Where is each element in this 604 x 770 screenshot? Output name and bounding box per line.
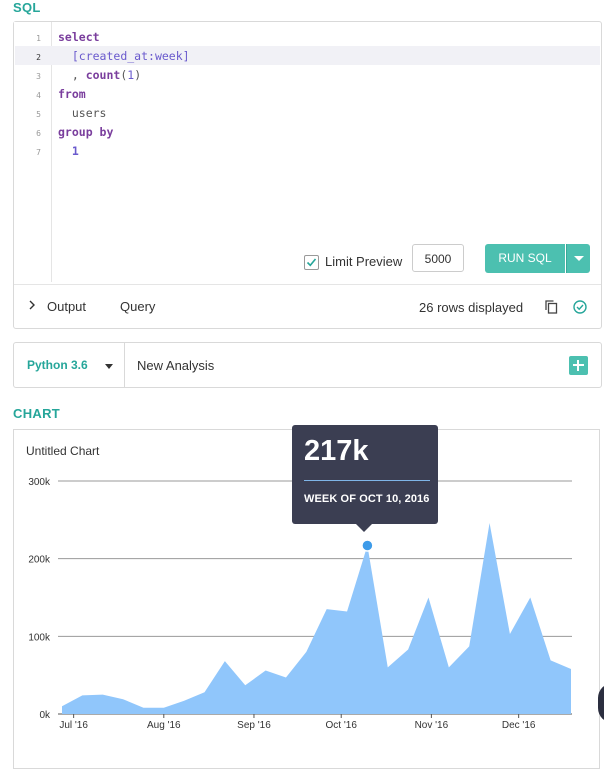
line-number: 2 (36, 53, 41, 62)
line-number: 6 (36, 129, 41, 138)
help-widget[interactable] (598, 683, 604, 723)
line-number: 1 (36, 34, 41, 43)
active-line-highlight (15, 46, 600, 65)
tooltip-label: WEEK OF OCT 10, 2016 (304, 493, 430, 505)
x-tick-label: Sep '16 (237, 720, 271, 731)
line-number: 3 (36, 72, 41, 81)
copy-icon[interactable] (545, 300, 558, 319)
chart-section-title: CHART (13, 406, 60, 421)
x-tick-label: Oct '16 (326, 720, 358, 731)
sql-footer: Output Query 26 rows displayed (14, 284, 601, 329)
code-line[interactable]: from (58, 87, 86, 101)
query-tab[interactable]: Query (120, 299, 156, 314)
check-circle-icon (573, 300, 587, 319)
tooltip-divider (304, 480, 430, 481)
code-line[interactable]: select (58, 30, 100, 44)
x-tick-label: Dec '16 (502, 720, 536, 731)
chart-plot: 0k 100k 200k 300k Jul '16 Aug '16 Sep '16 Oct '… (28, 477, 572, 731)
code-line[interactable]: , count(1) (58, 68, 142, 82)
line-number: 4 (36, 91, 41, 100)
limit-preview-label: Limit Preview (325, 254, 403, 269)
sql-editor-panel: 1 2 3 4 5 6 7 select [created_at:week] ,… (13, 21, 602, 329)
python-bar: Python 3.6 New Analysis (13, 342, 602, 388)
chart-tooltip: 217k WEEK OF OCT 10, 2016 (292, 425, 438, 532)
line-number: 5 (36, 110, 41, 119)
analysis-name[interactable]: New Analysis (137, 358, 215, 373)
x-tick-label: Aug '16 (147, 720, 181, 731)
chevron-down-icon (105, 364, 113, 369)
code-line[interactable]: 1 (71, 144, 79, 158)
run-options-caret[interactable] (566, 244, 590, 273)
y-tick-label: 300k (28, 477, 51, 488)
chevron-right-icon[interactable] (28, 299, 36, 313)
y-tick-label: 0k (39, 710, 51, 721)
sql-section-title: SQL (13, 0, 41, 15)
checkmark-icon (306, 258, 317, 267)
tooltip-value: 217k (304, 435, 369, 467)
python-version-label: Python 3.6 (27, 358, 88, 372)
code-line[interactable]: [created_at:week] (71, 49, 190, 63)
y-tick-label: 200k (28, 555, 51, 566)
y-tick-label: 100k (28, 632, 51, 643)
x-tick-label: Nov '16 (415, 720, 449, 731)
x-tick-label: Jul '16 (59, 720, 88, 731)
add-icon[interactable] (569, 356, 588, 375)
limit-value-input[interactable]: 5000 (412, 244, 464, 272)
line-number-gutter (14, 22, 52, 282)
output-tab[interactable]: Output (47, 299, 87, 314)
area-series (62, 522, 571, 714)
run-sql-button[interactable]: RUN SQL (485, 244, 565, 273)
highlight-point (361, 539, 374, 552)
chart-title: Untitled Chart (26, 444, 100, 458)
rows-status: 26 rows displayed (419, 300, 524, 315)
code-line[interactable]: group by (58, 125, 114, 139)
code-line[interactable]: users (58, 106, 107, 120)
line-number: 7 (36, 148, 41, 157)
limit-preview-checkbox[interactable] (304, 255, 319, 270)
python-version-select[interactable]: Python 3.6 (14, 343, 125, 387)
chart-panel: 0k 100k 200k 300k Jul '16 Aug '16 Sep '16 Oct '… (13, 425, 600, 769)
